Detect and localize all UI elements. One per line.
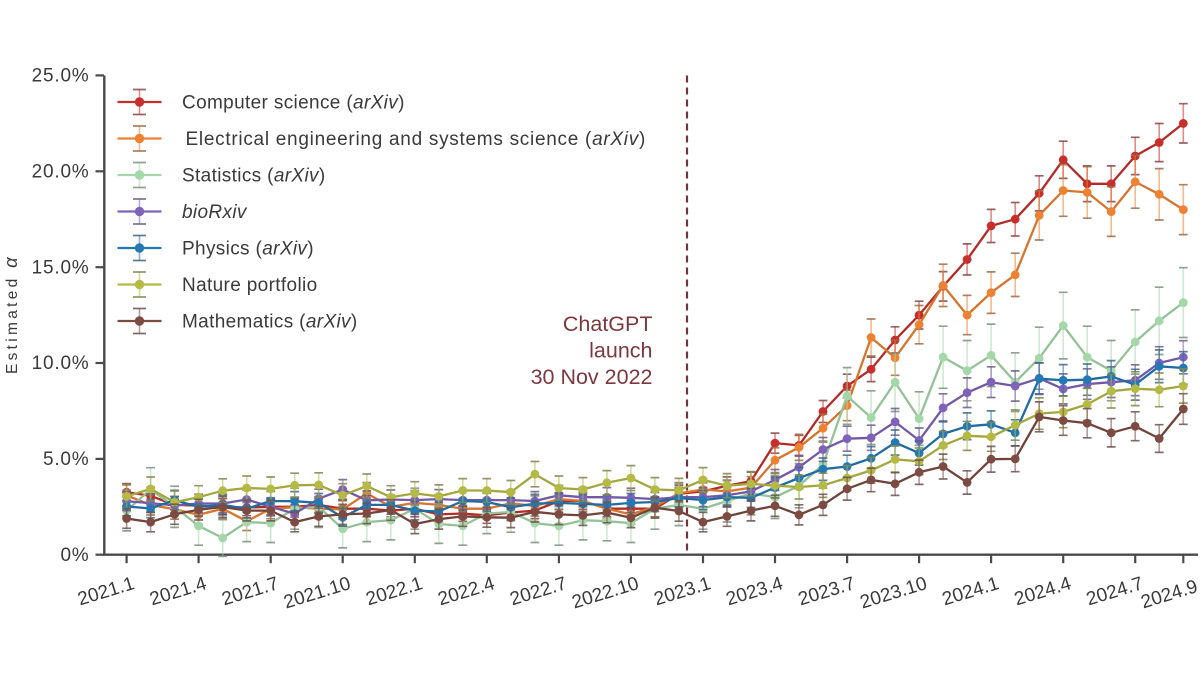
svg-text:launch: launch bbox=[589, 339, 652, 363]
svg-text:0%: 0% bbox=[60, 545, 89, 566]
svg-text:ChatGPT: ChatGPT bbox=[563, 312, 653, 336]
svg-text:Estimated α: Estimated α bbox=[0, 254, 21, 374]
svg-text:Statistics (arXiv): Statistics (arXiv) bbox=[182, 166, 326, 187]
svg-text:20.0%: 20.0% bbox=[32, 161, 90, 182]
svg-text:bioRxiv: bioRxiv bbox=[182, 202, 248, 223]
svg-text:5.0%: 5.0% bbox=[43, 449, 90, 470]
svg-text:Computer science (arXiv): Computer science (arXiv) bbox=[182, 93, 405, 114]
svg-text:Electrical engineering and sys: Electrical engineering and systems scien… bbox=[186, 129, 647, 150]
svg-text:25.0%: 25.0% bbox=[32, 66, 90, 87]
svg-text:15.0%: 15.0% bbox=[32, 257, 90, 278]
svg-text:10.0%: 10.0% bbox=[32, 353, 90, 374]
svg-text:30 Nov 2022: 30 Nov 2022 bbox=[531, 365, 653, 389]
svg-text:Physics (arXiv): Physics (arXiv) bbox=[182, 239, 314, 260]
svg-text:Nature portfolio: Nature portfolio bbox=[182, 275, 318, 296]
svg-text:Mathematics (arXiv): Mathematics (arXiv) bbox=[182, 312, 358, 333]
